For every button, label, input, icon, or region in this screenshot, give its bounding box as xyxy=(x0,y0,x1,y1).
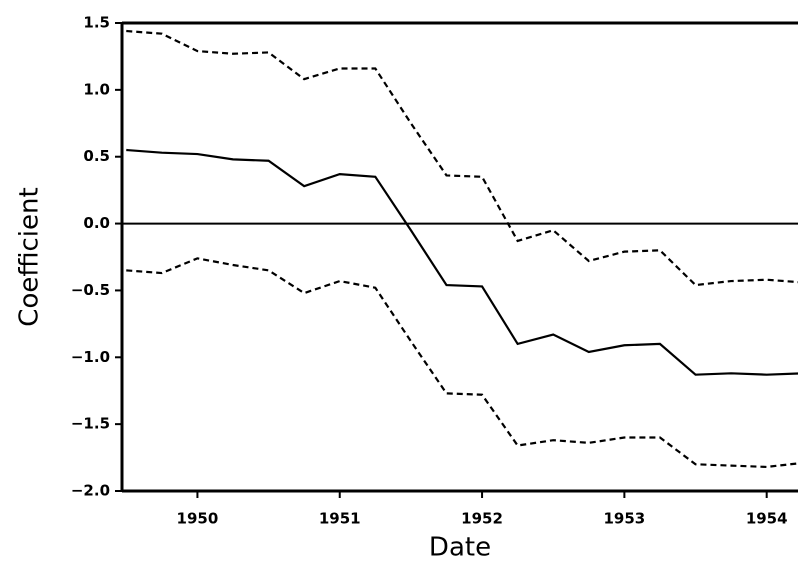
x-tick-label: 1953 xyxy=(603,510,645,528)
y-tick-label: −0.5 xyxy=(71,281,110,299)
x-axis-label: Date xyxy=(429,533,491,563)
y-tick-label: −2.0 xyxy=(71,482,110,500)
series-line xyxy=(126,29,798,287)
y-axis-label: Coefficient xyxy=(15,187,45,326)
y-tick-label: −1.5 xyxy=(71,415,110,433)
y-tick-label: 0.0 xyxy=(83,214,110,232)
y-tick-label: −1.0 xyxy=(71,348,110,366)
y-tick-label: 1.0 xyxy=(83,80,110,98)
series-line xyxy=(126,148,798,376)
y-tick-label: 0.5 xyxy=(83,147,110,165)
x-tick-label: 1951 xyxy=(319,510,361,528)
x-tick-label: 1952 xyxy=(461,510,503,528)
x-tick-label: 1954 xyxy=(746,510,788,528)
series-line xyxy=(126,257,798,469)
x-tick-label: 1950 xyxy=(177,510,219,528)
y-tick-label: 1.5 xyxy=(83,14,110,32)
